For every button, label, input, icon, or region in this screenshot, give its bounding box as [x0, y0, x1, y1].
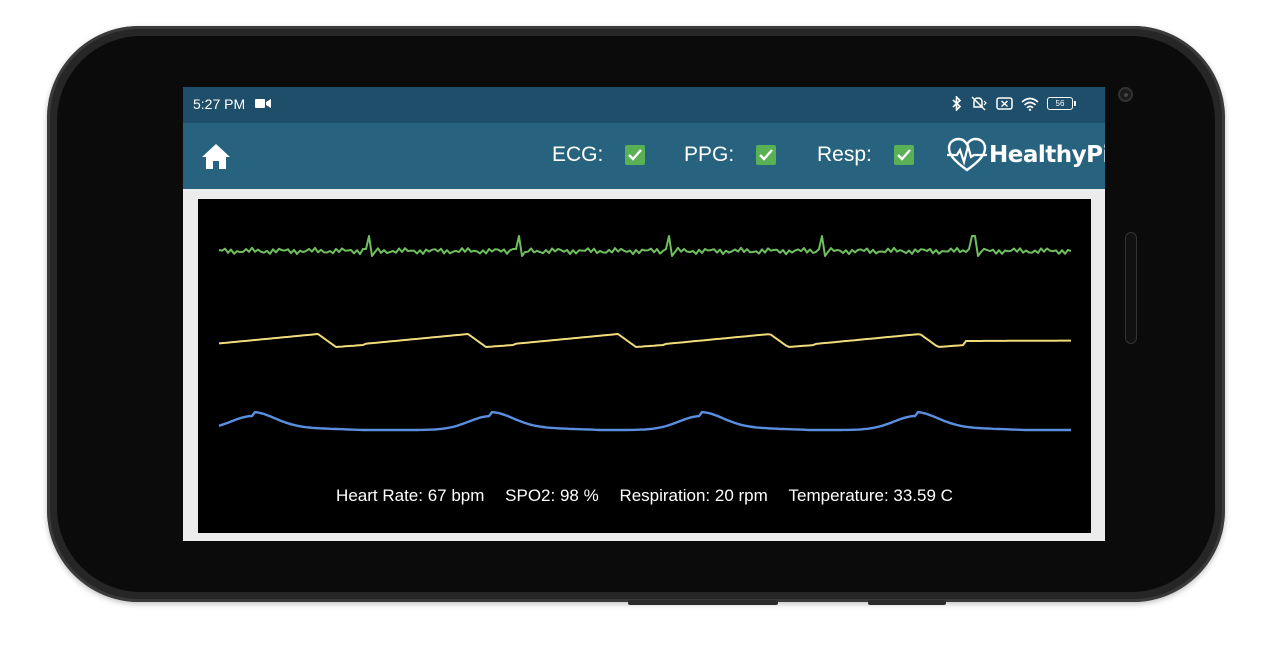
brand-name: HealthyPi [989, 142, 1105, 168]
heart-rate-text: Heart Rate: 67 bpm [336, 486, 485, 505]
vitals-readout: Heart Rate: 67 bpm SPO2: 98 % Respiratio… [198, 486, 1091, 506]
respiration-text: Respiration: 20 rpm [619, 486, 768, 505]
status-bar: 5:27 PM 56 [183, 87, 1105, 123]
app-toolbar: ECG: PPG: Resp: [183, 123, 1105, 189]
home-icon[interactable] [201, 142, 231, 170]
check-icon [628, 149, 643, 161]
waveform-plot-area: Heart Rate: 67 bpm SPO2: 98 % Respiratio… [198, 199, 1091, 533]
bluetooth-icon [952, 96, 962, 111]
video-camera-icon [255, 99, 271, 108]
volume-button [628, 600, 778, 605]
mute-vibrate-icon [971, 96, 987, 111]
wifi-icon [1021, 97, 1039, 111]
app-screen: 5:27 PM 56 [183, 87, 1105, 541]
front-camera [1118, 87, 1133, 102]
check-icon [897, 149, 911, 161]
ppg-checkbox[interactable] [756, 145, 777, 165]
toggle-ppg[interactable]: PPG: [684, 143, 777, 167]
ppg-waveform [218, 333, 1071, 348]
temperature-text: Temperature: 33.59 C [788, 486, 953, 505]
ecg-waveform [218, 235, 1072, 257]
battery-icon: 56 [1047, 97, 1076, 110]
resp-checkbox[interactable] [893, 145, 914, 165]
toggle-resp[interactable]: Resp: [817, 143, 914, 167]
no-sim-icon [996, 97, 1013, 110]
spo2-text: SPO2: 98 % [505, 486, 599, 505]
toggle-ecg[interactable]: ECG: [552, 143, 646, 167]
toggle-ecg-label: ECG: [552, 143, 604, 166]
status-icons: 56 [952, 96, 1076, 111]
check-icon [759, 149, 774, 161]
status-time: 5:27 PM [193, 96, 246, 112]
toggle-resp-label: Resp: [817, 143, 872, 166]
resp-waveform [218, 410, 1071, 432]
brand-logo: HealthyPi [947, 137, 1105, 173]
toggle-ppg-label: PPG: [684, 143, 735, 166]
waveform-panel: Heart Rate: 67 bpm SPO2: 98 % Respiratio… [183, 189, 1105, 541]
waveform-chart [218, 235, 1072, 432]
power-button [868, 600, 946, 605]
phone-speaker [1125, 232, 1137, 344]
heart-pulse-icon [947, 137, 987, 172]
ecg-checkbox[interactable] [625, 145, 646, 165]
